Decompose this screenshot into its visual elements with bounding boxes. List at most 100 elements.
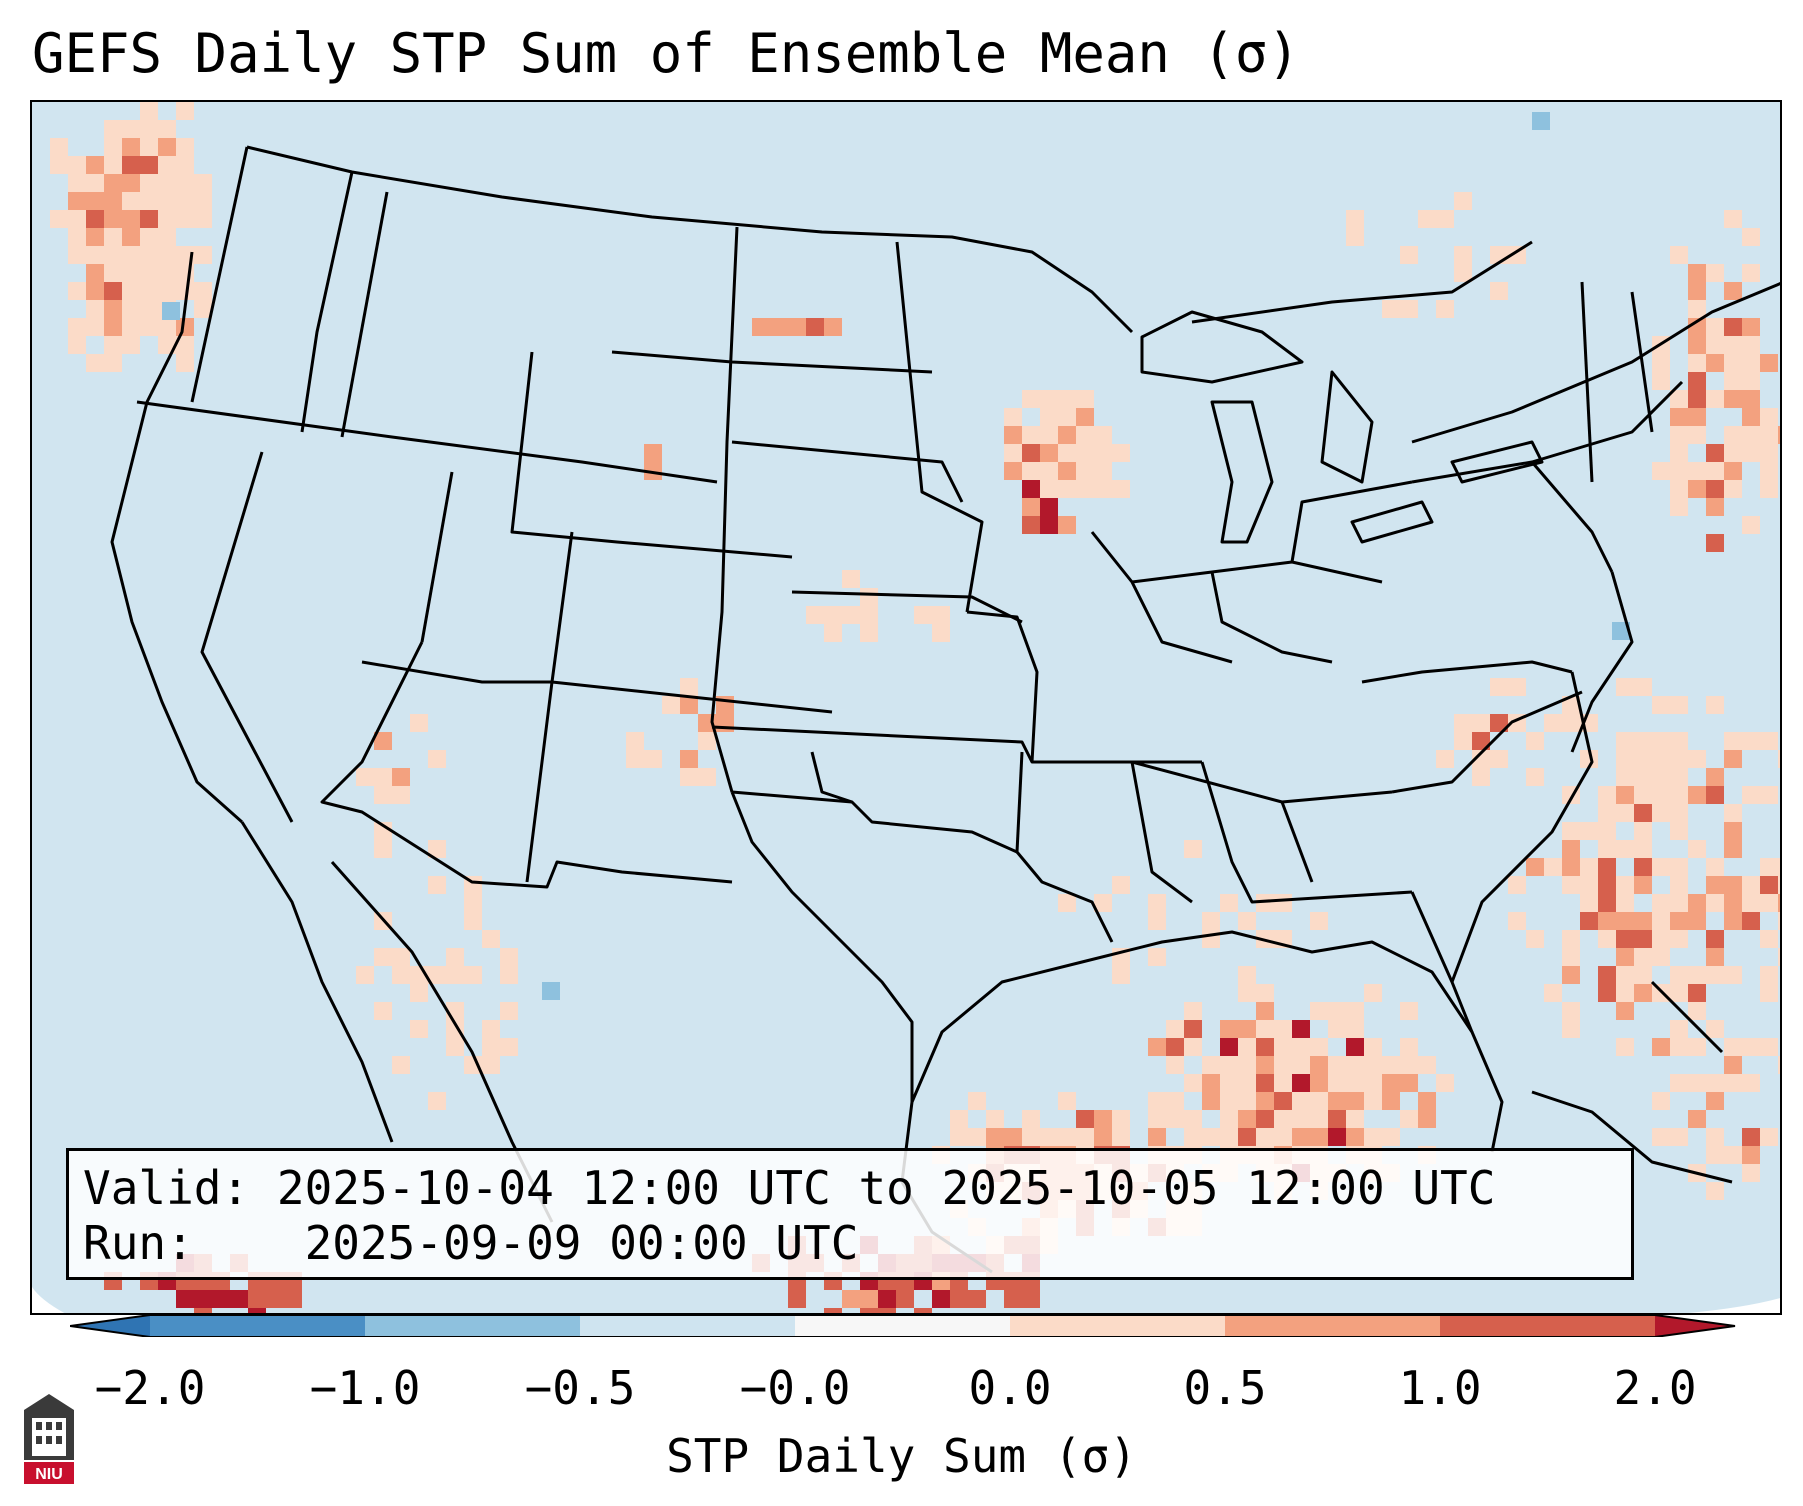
stp-cell <box>1724 750 1742 768</box>
stp-cell <box>1148 1092 1166 1110</box>
stp-cell <box>374 948 392 966</box>
stp-cell <box>410 1020 428 1038</box>
stp-cell <box>1058 390 1076 408</box>
stp-cell <box>1742 1128 1760 1146</box>
stp-cell <box>1148 948 1166 966</box>
stp-cell <box>1490 678 1508 696</box>
stp-cell <box>1040 480 1058 498</box>
colorbar-bin <box>1010 1315 1225 1337</box>
stp-cell <box>860 1290 878 1308</box>
stp-cell <box>1670 498 1688 516</box>
stp-cell <box>1760 966 1778 984</box>
stp-cell <box>1310 912 1328 930</box>
stp-cell <box>1004 408 1022 426</box>
stp-cell <box>1310 1038 1328 1056</box>
stp-cell <box>1094 1110 1112 1128</box>
stp-cell <box>1706 480 1724 498</box>
stp-cell <box>1706 1182 1724 1200</box>
stp-cell <box>392 786 410 804</box>
stp-cell <box>878 1290 896 1308</box>
stp-cell <box>1382 1092 1400 1110</box>
colorbar-bin <box>795 1315 1010 1337</box>
stp-cell <box>1760 930 1778 948</box>
stp-cell <box>1598 876 1616 894</box>
stp-cell <box>1346 1128 1364 1146</box>
stp-cell <box>428 1092 446 1110</box>
stp-cell <box>1346 210 1364 228</box>
stp-cell <box>176 192 194 210</box>
stp-cell <box>1742 228 1760 246</box>
stp-cell <box>158 174 176 192</box>
stp-cell <box>104 354 122 372</box>
stp-cell <box>842 606 860 624</box>
stp-cell <box>1724 444 1742 462</box>
stp-cell <box>140 282 158 300</box>
stp-cell <box>1598 840 1616 858</box>
stp-cell <box>1022 444 1040 462</box>
stp-cell <box>1256 894 1274 912</box>
stp-cell <box>1454 732 1472 750</box>
stp-cell <box>1148 1038 1166 1056</box>
stp-cell <box>1256 1128 1274 1146</box>
stp-cell <box>968 1092 986 1110</box>
stp-cell <box>1274 1092 1292 1110</box>
stp-cell <box>1040 426 1058 444</box>
stp-cell <box>1706 948 1724 966</box>
stp-cell <box>428 750 446 768</box>
stp-cell <box>1598 822 1616 840</box>
stp-map <box>32 102 1780 1313</box>
stp-cell <box>86 282 104 300</box>
stp-cell <box>1616 966 1634 984</box>
stp-cell <box>1004 462 1022 480</box>
stp-cell <box>266 1290 284 1308</box>
stp-cell <box>1688 786 1706 804</box>
stp-cell <box>1328 1128 1346 1146</box>
stp-cell <box>1616 948 1634 966</box>
stp-cell <box>950 1290 968 1308</box>
stp-cell <box>1724 1074 1742 1092</box>
stp-cell <box>1688 912 1706 930</box>
stp-cell <box>1598 894 1616 912</box>
stp-cell <box>1400 1002 1418 1020</box>
stp-cell <box>1706 498 1724 516</box>
stp-cell <box>1634 858 1652 876</box>
stp-cell <box>1256 1038 1274 1056</box>
stp-cell <box>1292 1074 1310 1092</box>
stp-cell <box>194 210 212 228</box>
stp-cell <box>1076 444 1094 462</box>
stp-cell <box>1652 786 1670 804</box>
stp-cell <box>500 966 518 984</box>
stp-cell <box>860 588 878 606</box>
stp-cell <box>1400 1110 1418 1128</box>
stp-cell <box>1328 1092 1346 1110</box>
stp-cell <box>1490 282 1508 300</box>
stp-cell <box>104 156 122 174</box>
stp-cell <box>1670 876 1688 894</box>
stp-cell <box>1634 966 1652 984</box>
stp-cell <box>140 210 158 228</box>
stp-cell <box>1616 786 1634 804</box>
stp-cell <box>644 462 662 480</box>
stp-cell <box>1670 768 1688 786</box>
stp-cell <box>122 210 140 228</box>
stp-cell <box>176 102 194 120</box>
stp-cell <box>680 696 698 714</box>
stp-cell <box>1238 1074 1256 1092</box>
stp-cell <box>1166 1092 1184 1110</box>
stp-cell <box>1652 930 1670 948</box>
stp-cell <box>1292 1110 1310 1128</box>
stp-cell <box>1724 426 1742 444</box>
stp-cell <box>1706 462 1724 480</box>
stp-cell <box>878 1308 896 1313</box>
stp-cell <box>1256 1056 1274 1074</box>
stp-cell <box>1706 264 1724 282</box>
colorbar-tick-label: −2.0 <box>94 1361 206 1415</box>
stp-cell <box>446 966 464 984</box>
stp-cell <box>1616 1038 1634 1056</box>
stp-cell <box>1706 336 1724 354</box>
stp-cell <box>1688 966 1706 984</box>
stp-cell <box>1472 714 1490 732</box>
stp-cell <box>1040 498 1058 516</box>
stp-cell <box>1022 426 1040 444</box>
stp-cell <box>158 282 176 300</box>
